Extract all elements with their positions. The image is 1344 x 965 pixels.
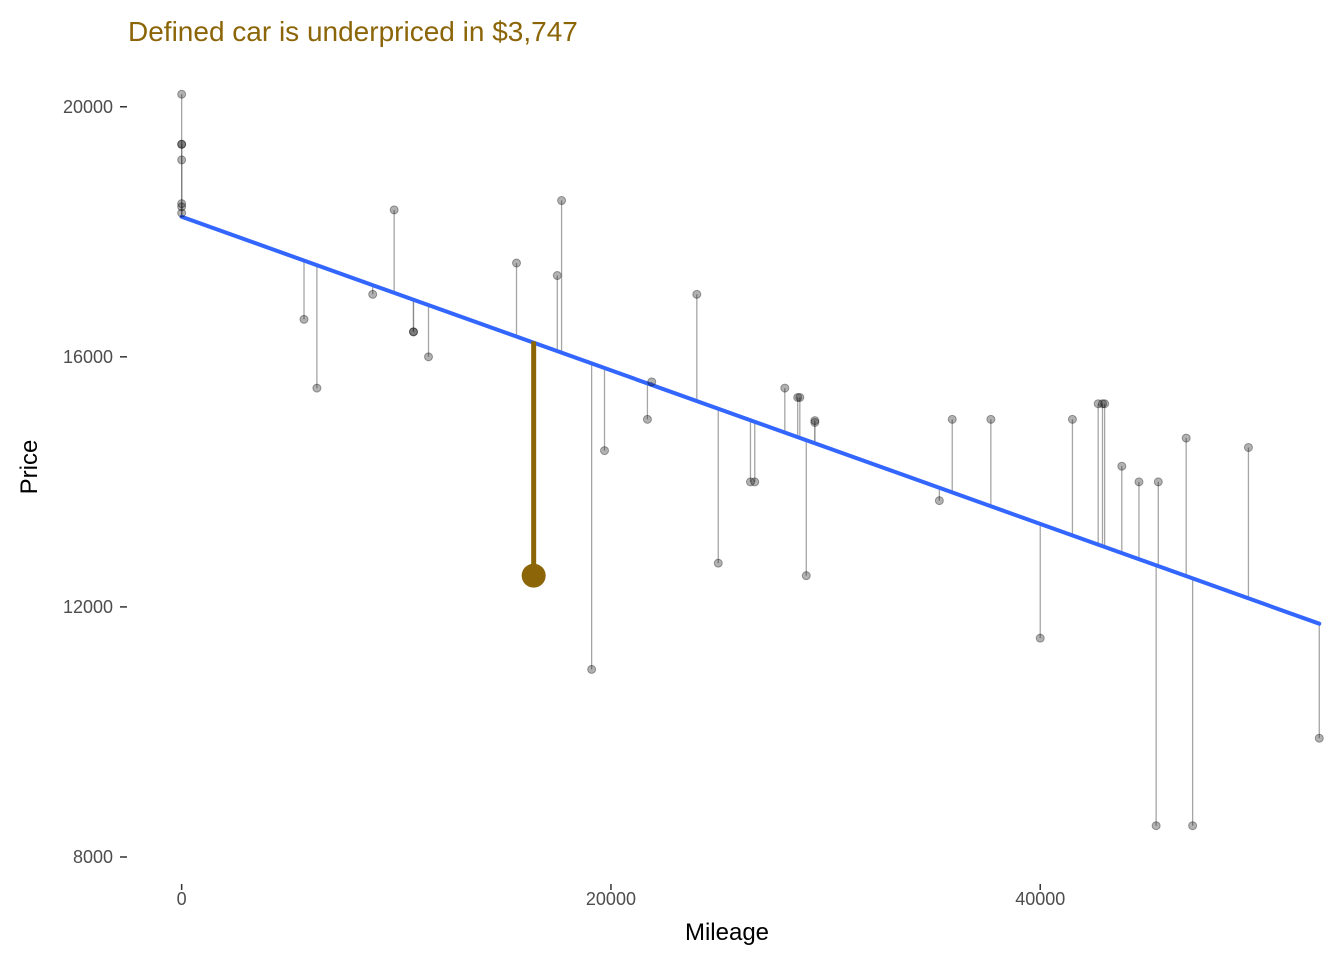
y-axis-title: Price xyxy=(16,440,43,495)
data-point xyxy=(750,477,760,487)
data-point xyxy=(1181,433,1191,443)
data-point xyxy=(1243,442,1253,452)
data-point xyxy=(587,664,597,674)
data-point xyxy=(692,289,702,299)
data-point xyxy=(557,196,567,206)
data-point xyxy=(299,314,309,324)
data-point xyxy=(986,414,996,424)
data-point xyxy=(810,416,820,426)
data-point xyxy=(552,271,562,281)
data-point xyxy=(1153,477,1163,487)
data-point xyxy=(934,496,944,506)
data-point xyxy=(1188,821,1198,831)
data-point xyxy=(312,383,322,393)
data-point xyxy=(947,414,957,424)
data-point xyxy=(177,139,187,149)
data-point xyxy=(408,327,418,337)
data-point xyxy=(512,258,522,268)
data-point xyxy=(177,155,187,165)
data-point xyxy=(793,392,803,402)
highlight-point xyxy=(521,563,546,588)
data-point xyxy=(1314,733,1324,743)
data-point xyxy=(1097,399,1107,409)
data-point xyxy=(780,383,790,393)
data-point xyxy=(1100,399,1110,409)
data-point xyxy=(647,377,657,387)
data-point xyxy=(1093,399,1103,409)
data-point xyxy=(424,352,433,362)
data-point xyxy=(408,327,418,337)
data-point xyxy=(801,571,811,581)
data-point xyxy=(810,417,820,427)
chart-title: Defined car is underpriced in $3,747 xyxy=(128,16,578,47)
y-axis: 8000 12000 16000 20000 xyxy=(63,97,127,867)
y-tick-label: 16000 xyxy=(63,347,113,367)
data-point xyxy=(1035,633,1045,643)
data-point xyxy=(177,199,187,209)
data-point xyxy=(389,205,399,215)
data-points xyxy=(177,89,1324,831)
data-point xyxy=(1134,477,1144,487)
data-point xyxy=(600,446,610,456)
y-tick-label: 20000 xyxy=(63,97,113,117)
data-point xyxy=(1117,461,1127,471)
data-point xyxy=(177,139,187,149)
data-point xyxy=(368,289,378,299)
x-axis-title: Mileage xyxy=(685,919,769,946)
x-tick-label: 40000 xyxy=(1015,889,1065,909)
x-tick-label: 0 xyxy=(177,889,187,909)
data-point xyxy=(642,414,652,424)
data-point xyxy=(177,89,187,99)
data-point xyxy=(745,477,755,487)
y-tick-label: 8000 xyxy=(73,847,113,867)
x-axis: 0 20000 40000 xyxy=(177,884,1065,909)
data-point xyxy=(1151,821,1161,831)
data-point xyxy=(1067,414,1077,424)
x-tick-label: 20000 xyxy=(586,889,636,909)
y-tick-label: 12000 xyxy=(63,597,113,617)
data-point xyxy=(713,558,723,568)
data-point xyxy=(795,392,805,402)
regression-line xyxy=(179,214,1322,626)
data-point xyxy=(177,208,187,218)
residual-segments xyxy=(181,94,1320,826)
data-point xyxy=(177,202,187,212)
